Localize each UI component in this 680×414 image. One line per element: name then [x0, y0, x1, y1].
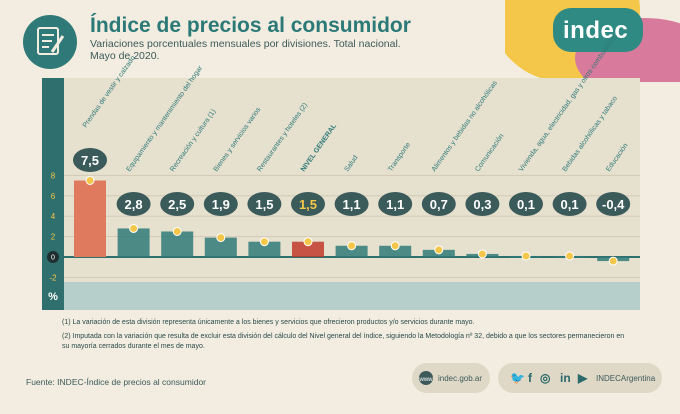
- y-axis-unit: %: [48, 291, 58, 303]
- globe-icon: www: [419, 371, 434, 385]
- value-bubble: [73, 148, 107, 172]
- value-marker: [390, 241, 400, 251]
- value-bubble: [160, 192, 195, 216]
- data-label: 0,3: [473, 197, 491, 212]
- zero-label: 0: [51, 255, 55, 262]
- value-bubble: [552, 192, 587, 216]
- bar: [379, 245, 412, 257]
- value-marker: [347, 241, 357, 251]
- footnote-1: (1) La variación de esta división repres…: [62, 319, 475, 326]
- value-bubble: [116, 192, 151, 216]
- facebook-icon[interactable]: f: [528, 371, 532, 385]
- y-axis-band: [42, 78, 64, 310]
- document-edit-icon: [23, 15, 77, 69]
- value-bubble: [203, 192, 238, 216]
- social-links: 🐦 f ◎ in ▶ INDECArgentina: [498, 363, 662, 393]
- zero-marker: [47, 251, 59, 263]
- bar: [204, 237, 237, 257]
- subtitle-line-2: Mayo de 2020.: [90, 50, 160, 62]
- value-marker: [85, 176, 95, 185]
- subtitle-line-1: Variaciones porcentuales mensuales por d…: [90, 38, 401, 50]
- data-label: 1,9: [212, 197, 230, 212]
- bar: [292, 241, 324, 257]
- data-label: 1,5: [299, 197, 317, 212]
- value-marker: [303, 237, 313, 247]
- bar: [248, 241, 281, 257]
- data-label: 0,1: [561, 197, 579, 212]
- source-text: Fuente: INDEC-Índice de precios al consu…: [26, 377, 206, 387]
- value-marker: [434, 245, 444, 255]
- data-label: 1,1: [386, 197, 404, 212]
- value-bubble: [465, 192, 500, 216]
- value-marker: [216, 233, 226, 243]
- logo-text: indec: [563, 17, 629, 44]
- y-tick-labels: 8 6 4 2 -2: [49, 171, 57, 282]
- social-handle: INDECArgentina: [596, 374, 656, 383]
- gridlines: [64, 174, 640, 278]
- value-bubble: [334, 192, 369, 216]
- value-marker: [129, 223, 139, 233]
- data-label: 7,5: [81, 153, 99, 168]
- page-title: Índice de precios al consumidor: [90, 14, 411, 37]
- y-tick-label: 4: [51, 212, 56, 221]
- website-text: indec.gob.ar: [438, 374, 483, 383]
- value-bubble: [247, 192, 282, 216]
- y-tick-label: -2: [49, 273, 57, 282]
- instagram-icon[interactable]: ◎: [540, 371, 551, 385]
- value-bubble: [421, 192, 456, 216]
- data-label: 1,1: [343, 197, 361, 212]
- value-marker: [565, 251, 575, 261]
- linkedin-icon[interactable]: in: [560, 371, 571, 385]
- value-marker: [477, 249, 487, 259]
- y-tick-label: 8: [51, 171, 56, 180]
- data-label: 0,7: [430, 197, 448, 212]
- data-label: -0,4: [602, 197, 625, 212]
- footnote-2: (2) Imputada con la variación que result…: [62, 333, 625, 350]
- y-tick-label: 2: [51, 233, 56, 242]
- bar: [74, 180, 106, 257]
- data-label: 2,8: [125, 197, 143, 212]
- data-label: 2,5: [168, 197, 186, 212]
- value-bubble: [596, 192, 631, 216]
- value-marker: [172, 227, 182, 236]
- page-subtitle: Variaciones porcentuales mensuales por d…: [90, 38, 401, 62]
- value-bubble: [378, 192, 413, 216]
- bar: [335, 245, 368, 257]
- value-bubble: [509, 192, 543, 216]
- twitter-icon[interactable]: 🐦: [510, 371, 525, 385]
- bar: [117, 228, 150, 257]
- y-tick-label: 6: [51, 192, 56, 201]
- value-marker: [608, 256, 618, 266]
- indec-logo: [505, 0, 680, 82]
- svg-text:www: www: [419, 377, 434, 383]
- value-marker: [259, 237, 269, 247]
- value-bubble: [291, 192, 325, 216]
- value-marker: [521, 251, 531, 261]
- data-label: 1,5: [255, 197, 273, 212]
- axis-footer-band: [42, 282, 640, 310]
- website-link[interactable]: www indec.gob.ar: [412, 363, 490, 393]
- youtube-icon[interactable]: ▶: [578, 371, 588, 385]
- data-label: 0,1: [517, 197, 535, 212]
